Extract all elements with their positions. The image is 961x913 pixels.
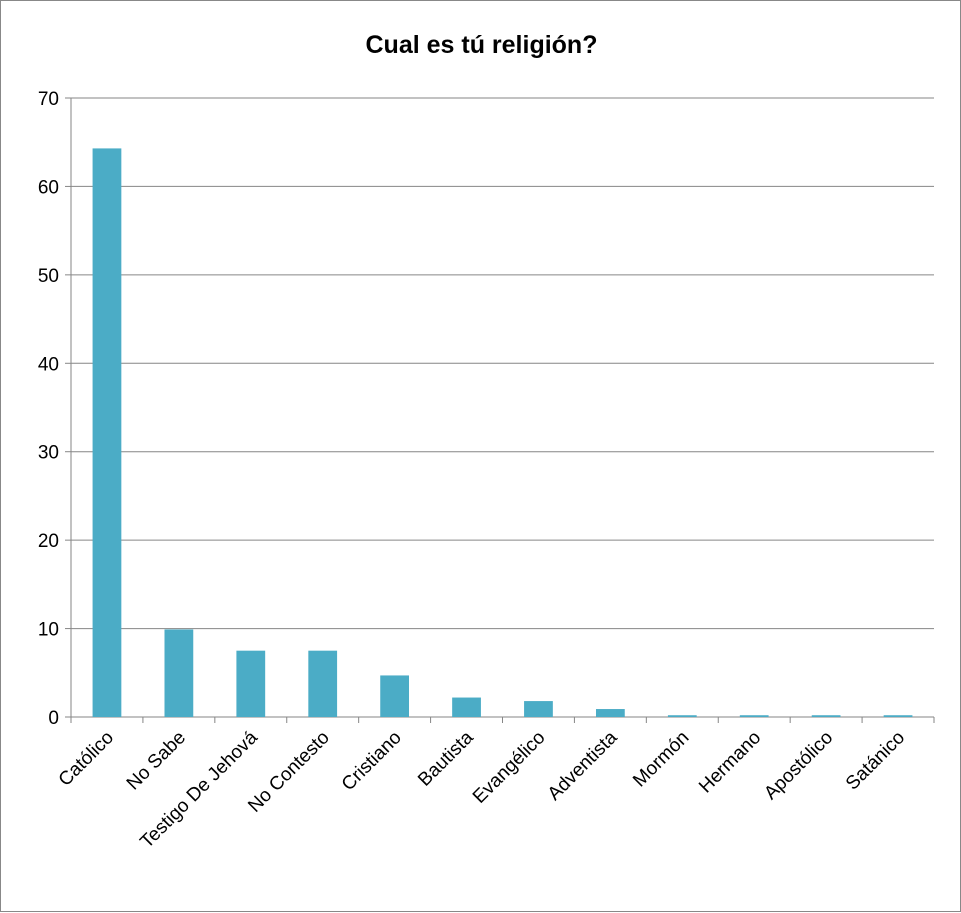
x-tick-label: Apostólico: [760, 727, 837, 804]
bar: [92, 148, 122, 717]
chart-title: Cual es tú religión?: [365, 31, 598, 59]
y-tick-label: 60: [38, 177, 59, 198]
bar: [595, 709, 625, 717]
y-tick-label: 20: [38, 531, 59, 552]
y-tick-label: 50: [38, 266, 59, 287]
bar: [308, 650, 338, 717]
y-tick-label: 0: [48, 708, 59, 729]
x-tick-label: Hermano: [695, 727, 765, 797]
bar: [236, 650, 266, 717]
x-tick-label: Satánico: [842, 727, 909, 794]
bar: [524, 701, 553, 717]
y-tick-label: 40: [38, 354, 59, 375]
y-tick-label: 10: [38, 620, 59, 641]
bar: [452, 697, 481, 717]
x-tick-label: Evangélico: [469, 727, 550, 808]
y-tick-label: 30: [38, 443, 59, 464]
x-tick-label: Bautista: [414, 727, 478, 791]
x-tick-label: Adventista: [544, 727, 622, 805]
x-tick-label: Católico: [55, 727, 118, 790]
x-tick-label: No Sabe: [123, 727, 190, 794]
bar: [739, 715, 769, 717]
bar: [164, 629, 194, 717]
bar: [380, 675, 410, 717]
bar: [667, 715, 697, 717]
y-tick-label: 70: [38, 89, 59, 110]
bar: [883, 715, 913, 717]
x-tick-label: Mormón: [629, 727, 693, 791]
x-tick-label: Cristiano: [338, 727, 406, 795]
bar: [811, 715, 841, 717]
